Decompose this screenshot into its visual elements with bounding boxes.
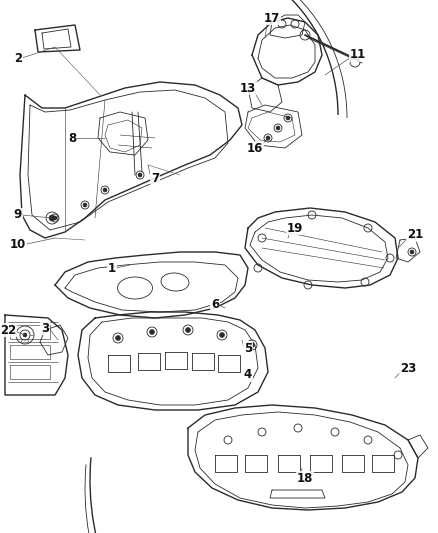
Circle shape (149, 329, 155, 335)
Circle shape (286, 116, 290, 120)
Text: 3: 3 (41, 321, 49, 335)
Circle shape (186, 327, 191, 333)
Circle shape (53, 216, 57, 220)
Text: 6: 6 (211, 298, 219, 311)
Text: 13: 13 (240, 82, 256, 94)
Circle shape (250, 343, 254, 348)
Text: 22: 22 (0, 324, 16, 336)
Text: 1: 1 (108, 262, 116, 274)
Circle shape (266, 136, 270, 140)
Text: 4: 4 (244, 368, 252, 382)
Text: 23: 23 (400, 361, 416, 375)
Text: 17: 17 (264, 12, 280, 25)
Circle shape (410, 250, 414, 254)
Circle shape (276, 126, 280, 130)
Circle shape (138, 173, 142, 177)
Text: 11: 11 (350, 49, 366, 61)
Text: 18: 18 (297, 472, 313, 484)
Text: 10: 10 (10, 238, 26, 252)
Text: 8: 8 (68, 132, 76, 144)
Circle shape (103, 188, 107, 192)
Circle shape (49, 215, 55, 221)
Circle shape (219, 333, 225, 337)
Circle shape (116, 335, 120, 341)
Text: 7: 7 (151, 172, 159, 184)
Circle shape (23, 333, 27, 337)
Text: 5: 5 (244, 342, 252, 354)
Text: 9: 9 (14, 208, 22, 222)
Circle shape (83, 203, 87, 207)
Text: 21: 21 (407, 229, 423, 241)
Text: 16: 16 (247, 141, 263, 155)
Text: 19: 19 (287, 222, 303, 235)
Text: 2: 2 (14, 52, 22, 64)
